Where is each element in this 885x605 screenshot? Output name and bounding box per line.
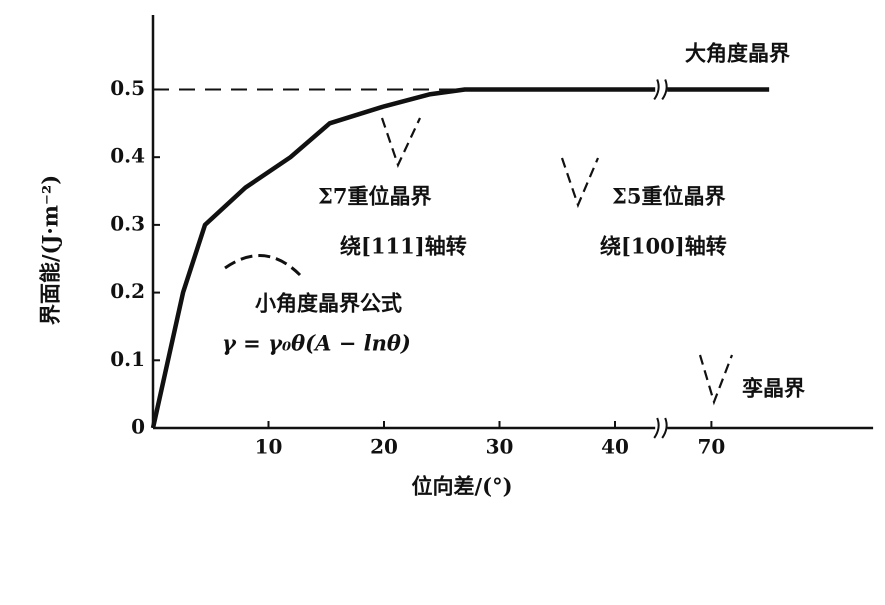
annotation: 孪晶界 (742, 376, 805, 401)
annotation: Σ7重位晶界 (318, 184, 431, 209)
axis-break (661, 417, 668, 439)
y-tick-label: 0.2 (110, 279, 145, 303)
arrow (698, 354, 734, 406)
axis-break (661, 79, 668, 101)
axis-break (653, 79, 660, 101)
annotation-arrows (224, 117, 734, 406)
arrow (224, 254, 302, 277)
annotation: γ = γ₀θ(A − lnθ) (222, 331, 411, 356)
x-tick-label: 70 (697, 435, 725, 459)
x-axis-label: 位向差/(°) (411, 474, 512, 499)
y-axis-label: 界面能/(J·m⁻²) (38, 175, 63, 325)
annotation: 绕[111]轴转 (340, 234, 467, 259)
annotation: 绕[100]轴转 (600, 234, 727, 259)
x-tick-label: 40 (601, 435, 629, 459)
annotation: Σ5重位晶界 (612, 184, 725, 209)
annotation: 小角度晶界公式 (255, 291, 402, 316)
series-label: 大角度晶界 (685, 41, 790, 66)
x-tick-label: 30 (486, 435, 514, 459)
arrow (560, 157, 600, 209)
x-tick-label: 20 (370, 435, 398, 459)
y-tick-label: 0 (131, 415, 145, 439)
y-tick-label: 0.4 (110, 144, 145, 168)
axis-break (653, 417, 660, 439)
arrow (380, 117, 421, 168)
x-tick-label: 10 (255, 435, 283, 459)
y-tick-label: 0.1 (110, 347, 145, 371)
y-tick-label: 0.5 (110, 76, 145, 100)
y-tick-label: 0.3 (110, 211, 145, 235)
